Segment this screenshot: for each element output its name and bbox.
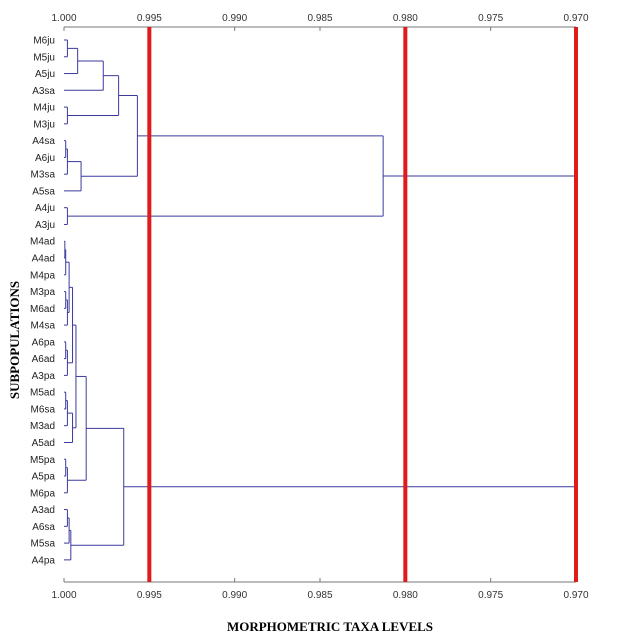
bottom-tick-label: 0.980	[393, 590, 418, 601]
top-tick-label: 0.970	[563, 13, 588, 24]
top-tick-label: 0.990	[222, 13, 247, 24]
top-tick-label: 0.995	[137, 13, 162, 24]
leaf-label: M6sa	[31, 404, 56, 415]
leaf-label: M5pa	[30, 455, 55, 466]
leaf-label: M6pa	[30, 488, 55, 499]
dendrogram-branches	[64, 39, 577, 561]
bottom-tick-label: 0.985	[307, 590, 332, 601]
leaf-label: M6ju	[33, 36, 55, 47]
leaf-label: M5ju	[33, 52, 55, 63]
top-tick-label: 1.000	[51, 13, 76, 24]
leaf-label: A4ad	[32, 254, 55, 265]
leaf-label: M4ad	[30, 237, 55, 248]
cutoff-lines	[147, 27, 578, 582]
leaf-label: M6ad	[30, 304, 55, 315]
leaf-label: A6sa	[32, 522, 55, 533]
bottom-axis: 1.000 0.995 0.990 0.985 0.980 0.975 0.970	[51, 578, 589, 601]
leaf-label: M4ju	[33, 103, 55, 114]
top-tick-label: 0.980	[393, 13, 418, 24]
bottom-tick-label: 0.990	[222, 590, 247, 601]
bottom-tick-label: 0.970	[563, 590, 588, 601]
leaf-label: M5ad	[30, 388, 55, 399]
leaf-label: A3sa	[32, 86, 55, 97]
leaf-label: M4sa	[31, 321, 56, 332]
leaf-label: A4ju	[35, 203, 55, 214]
leaf-label: A3pa	[32, 371, 56, 382]
leaf-label: M3sa	[31, 170, 56, 181]
leaf-label: A3ju	[35, 220, 55, 231]
leaf-label: A5pa	[32, 472, 56, 483]
bottom-tick-label: 1.000	[51, 590, 76, 601]
leaf-label: A5ad	[32, 438, 55, 449]
leaf-label: A6pa	[32, 337, 56, 348]
x-axis-title: MORPHOMETRIC TAXA LEVELS	[227, 619, 433, 634]
leaf-label: A5sa	[32, 186, 55, 197]
leaf-label: M3ad	[30, 421, 55, 432]
leaf-label: A6ad	[32, 354, 55, 365]
bottom-tick-label: 0.995	[137, 590, 162, 601]
leaf-label: M5sa	[31, 539, 56, 550]
leaf-label: A4pa	[32, 555, 56, 566]
y-axis-title: SUBPOPULATIONS	[7, 281, 22, 399]
top-axis: 1.000 0.995 0.990 0.985 0.980 0.975 0.970	[51, 13, 589, 31]
leaf-label: A3ad	[32, 505, 55, 516]
leaf-label: M3ju	[33, 119, 55, 130]
leaf-label: A6ju	[35, 153, 55, 164]
leaf-label: M3pa	[30, 287, 55, 298]
bottom-tick-label: 0.975	[478, 590, 503, 601]
axis-frame	[64, 26, 576, 583]
leaf-label: A4sa	[32, 136, 55, 147]
leaf-labels: M6ju M5ju A5ju A3sa M4ju M3ju A4sa A6ju M3sa A5sa…	[30, 36, 55, 567]
leaf-label: M4pa	[30, 270, 55, 281]
top-tick-label: 0.975	[478, 13, 503, 24]
top-tick-label: 0.985	[307, 13, 332, 24]
leaf-label: A5ju	[35, 69, 55, 80]
